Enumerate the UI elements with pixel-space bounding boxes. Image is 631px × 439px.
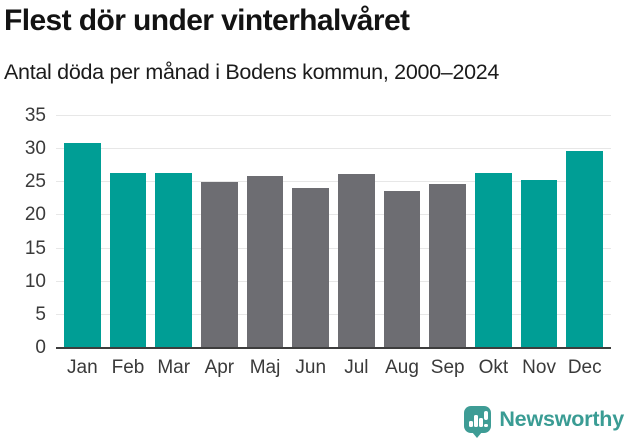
- chart-title: Flest dör under vinterhalvåret: [4, 4, 410, 37]
- bar-mar: [155, 173, 193, 348]
- x-tick-label-jul: Jul: [344, 357, 369, 378]
- gridline-30: [56, 148, 611, 150]
- logo-exclamation-dot-icon: [484, 423, 488, 427]
- bar-maj: [246, 175, 284, 348]
- y-tick-label-15: 15: [24, 237, 46, 259]
- y-tick-label-20: 20: [24, 204, 46, 226]
- bar-apr: [201, 182, 238, 348]
- newsworthy-logo-icon: [464, 406, 492, 438]
- gridline-5: [56, 313, 611, 315]
- x-tick-label-dec: Dec: [567, 357, 602, 378]
- y-tick-label-25: 25: [24, 171, 46, 193]
- bar-chart-plot-area: [56, 115, 611, 349]
- bar-jan: [64, 142, 101, 348]
- x-tick-label-apr: Apr: [204, 357, 235, 378]
- gridline-25: [56, 181, 611, 183]
- logo-minibar-icon: [469, 421, 473, 427]
- bar-jun: [292, 187, 330, 348]
- y-tick-label-30: 30: [24, 138, 46, 160]
- logo-minibar-icon: [474, 415, 478, 427]
- x-tick-label-mar: Mar: [157, 357, 191, 378]
- gridline-20: [56, 214, 611, 216]
- bar-sep: [429, 183, 467, 348]
- x-tick-label-feb: Feb: [111, 357, 145, 378]
- bar-nov: [520, 179, 558, 348]
- newsworthy-wordmark: Newsworthy: [499, 407, 624, 431]
- y-tick-label-35: 35: [24, 105, 46, 126]
- x-tick-label-aug: Aug: [385, 357, 419, 378]
- x-tick-label-okt: Okt: [478, 357, 509, 378]
- y-axis-tick-labels: 0 5 10 15 20 25 30 35: [0, 105, 46, 358]
- y-tick-label-0: 0: [35, 337, 46, 358]
- x-axis-line: [56, 347, 611, 349]
- gridline-35: [56, 115, 611, 116]
- bar-feb: [109, 173, 147, 348]
- x-tick-label-jun: Jun: [295, 357, 327, 378]
- bar-dec: [566, 151, 604, 348]
- x-axis-tick-labels: Jan Feb Mar Apr Maj Jun Jul Aug Sep Okt Nov Dec: [56, 357, 611, 379]
- x-tick-label-sep: Sep: [430, 357, 465, 378]
- logo-exclamation-icon: [484, 411, 488, 420]
- chart-subtitle: Antal döda per månad i Bodens kommun, 20…: [4, 60, 500, 84]
- bars-row: [56, 116, 611, 348]
- bar-okt: [475, 173, 512, 348]
- x-tick-label-nov: Nov: [522, 357, 556, 378]
- gridline-10: [56, 280, 611, 282]
- bar-aug: [383, 190, 421, 348]
- x-tick-label-jan: Jan: [67, 357, 98, 378]
- gridline-15: [56, 247, 611, 249]
- x-tick-label-maj: Maj: [249, 357, 281, 378]
- newsworthy-logo: Newsworthy: [464, 406, 624, 438]
- y-tick-label-10: 10: [24, 270, 46, 292]
- y-tick-label-5: 5: [35, 303, 46, 325]
- logo-minibar-icon: [479, 418, 483, 427]
- bar-jul: [338, 174, 375, 348]
